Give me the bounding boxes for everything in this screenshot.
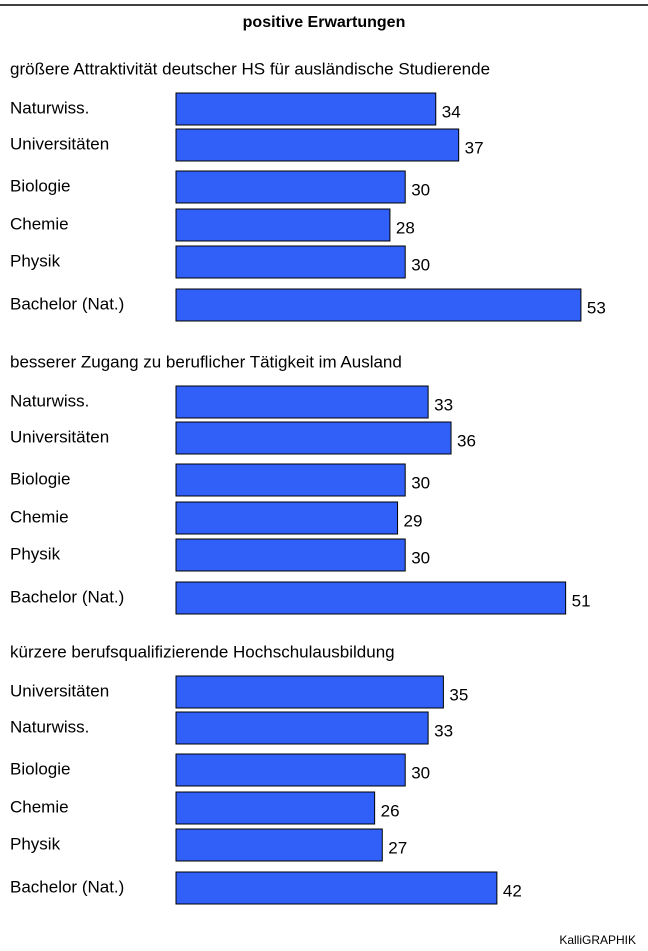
value-label: 28 (396, 218, 415, 237)
value-label: 33 (434, 395, 453, 414)
credit: KalliGRAPHIK (559, 933, 636, 947)
value-label: 29 (404, 511, 423, 530)
value-label: 36 (457, 431, 476, 450)
value-label: 35 (449, 685, 468, 704)
bar (175, 92, 437, 126)
value-label: 30 (411, 180, 430, 199)
value-label: 37 (465, 138, 484, 157)
bar (175, 128, 460, 162)
category-label: Biologie (10, 759, 71, 778)
bar (175, 245, 406, 279)
group-title: besserer Zugang zu beruflicher Tätigkeit… (10, 352, 402, 371)
bar (175, 791, 376, 825)
category-label: Naturwiss. (10, 717, 89, 736)
value-label: 42 (503, 881, 522, 900)
bar (175, 581, 567, 615)
bar (175, 385, 429, 419)
category-label: Chemie (10, 214, 69, 233)
value-label: 30 (411, 548, 430, 567)
category-label: Physik (10, 251, 61, 270)
bar (175, 871, 498, 905)
bar (175, 170, 406, 204)
value-label: 30 (411, 473, 430, 492)
value-label: 30 (411, 763, 430, 782)
group-title: größere Attraktivität deutscher HS für a… (10, 59, 490, 78)
bar (175, 538, 406, 572)
group-title: kürzere berufsqualifizierende Hochschula… (10, 642, 395, 661)
category-label: Bachelor (Nat.) (10, 587, 124, 606)
category-label: Biologie (10, 176, 71, 195)
bar (175, 675, 444, 709)
category-label: Biologie (10, 469, 71, 488)
category-label: Universitäten (10, 427, 109, 446)
value-label: 51 (572, 591, 591, 610)
bar (175, 828, 383, 862)
chart-title: positive Erwartungen (243, 14, 406, 31)
category-label: Physik (10, 544, 61, 563)
bar (175, 288, 582, 322)
value-label: 53 (587, 298, 606, 317)
value-label: 33 (434, 721, 453, 740)
bar (175, 753, 406, 787)
value-label: 26 (381, 801, 400, 820)
value-label: 27 (388, 838, 407, 857)
category-label: Naturwiss. (10, 391, 89, 410)
bar (175, 208, 391, 242)
category-label: Universitäten (10, 134, 109, 153)
bar (175, 463, 406, 497)
category-label: Chemie (10, 507, 69, 526)
value-label: 34 (442, 102, 461, 121)
category-label: Universitäten (10, 681, 109, 700)
category-label: Naturwiss. (10, 98, 89, 117)
category-label: Bachelor (Nat.) (10, 877, 124, 896)
bar (175, 711, 429, 745)
bar (175, 421, 452, 455)
category-label: Bachelor (Nat.) (10, 294, 124, 313)
value-label: 30 (411, 255, 430, 274)
bar (175, 501, 399, 535)
category-label: Chemie (10, 797, 69, 816)
category-label: Physik (10, 834, 61, 853)
